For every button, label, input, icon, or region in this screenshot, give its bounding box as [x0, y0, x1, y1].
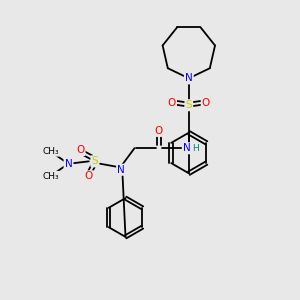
Text: O: O: [85, 171, 93, 181]
Text: O: O: [168, 98, 176, 108]
Text: N: N: [183, 143, 190, 153]
Text: CH₃: CH₃: [42, 172, 59, 181]
Text: N: N: [117, 165, 125, 175]
Text: O: O: [76, 145, 85, 155]
Text: S: S: [92, 156, 98, 166]
Text: S: S: [185, 100, 192, 110]
Text: CH₃: CH₃: [42, 147, 59, 156]
Text: N: N: [185, 73, 193, 83]
Text: O: O: [202, 98, 210, 108]
Text: N: N: [64, 159, 72, 169]
Text: O: O: [155, 126, 163, 136]
Text: H: H: [192, 144, 199, 153]
